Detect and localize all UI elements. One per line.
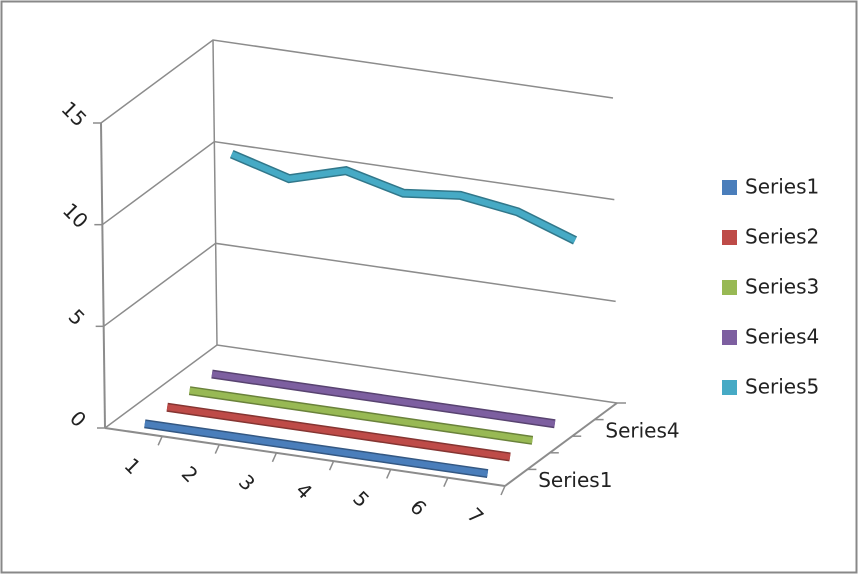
depth-tick-label: Series4 — [605, 418, 679, 442]
legend-label: Series2 — [745, 225, 819, 249]
grid-line — [103, 242, 616, 327]
series-line — [230, 151, 577, 244]
legend-swatch — [722, 330, 737, 345]
legend-swatch — [722, 380, 737, 395]
series-line — [144, 420, 489, 477]
series-line — [211, 371, 556, 427]
x-tick — [214, 444, 220, 454]
legend-label: Series4 — [745, 325, 819, 349]
x-tick — [328, 460, 335, 471]
x-axis-line — [104, 427, 506, 487]
x-tick — [271, 452, 278, 463]
legend-swatch — [722, 230, 737, 245]
series-line — [189, 387, 533, 444]
legend-swatch — [722, 280, 737, 295]
depth-axis-line — [504, 402, 618, 487]
wall-edge — [212, 39, 218, 346]
x-tick — [386, 469, 392, 479]
legend-label: Series3 — [745, 275, 819, 299]
legend-label: Series1 — [745, 175, 819, 199]
series-line — [166, 404, 511, 460]
grid-line — [100, 39, 614, 124]
depth-tick-label: Series1 — [538, 468, 612, 492]
legend-swatch — [722, 180, 737, 195]
y-axis-line — [100, 122, 106, 429]
x-tick — [500, 485, 506, 496]
legend-label: Series5 — [745, 375, 819, 399]
x-tick — [443, 477, 449, 488]
x-tick — [157, 435, 163, 446]
grid-line — [101, 140, 615, 226]
grid-line — [104, 344, 618, 429]
